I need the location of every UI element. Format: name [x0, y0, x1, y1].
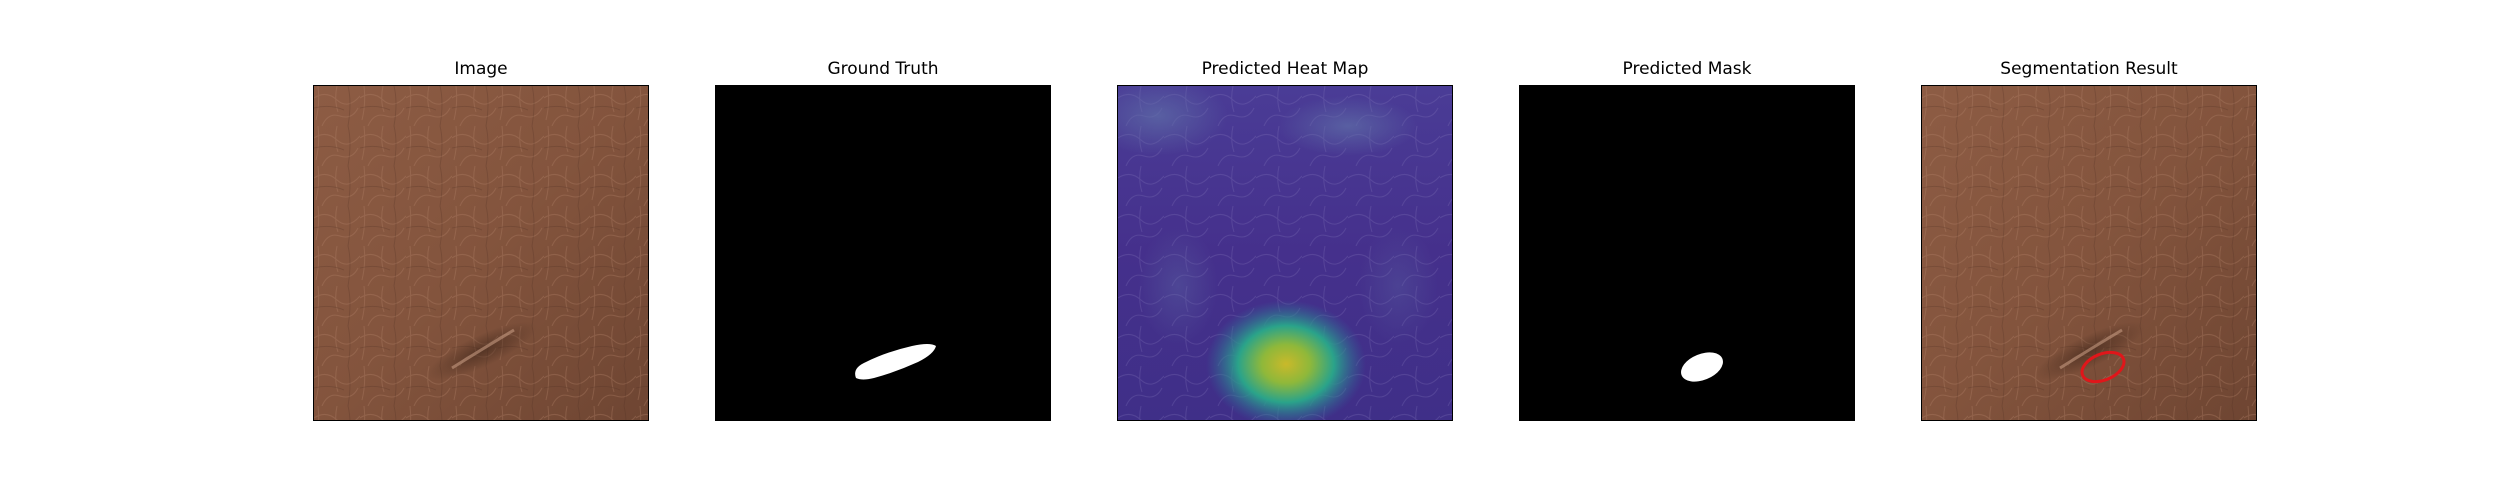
- panel-image: Image: [313, 0, 649, 500]
- predicted-mask: [1519, 85, 1855, 421]
- leather-image-graphic: [314, 86, 648, 420]
- segmentation-result-graphic: [1922, 86, 2256, 420]
- panel-title-ground-truth: Ground Truth: [827, 59, 939, 79]
- panel-title-heat-map: Predicted Heat Map: [1201, 59, 1369, 79]
- ground-truth-mask-graphic: [716, 86, 1050, 420]
- predicted-mask-graphic: [1520, 86, 1854, 420]
- leather-image: [313, 85, 649, 421]
- panel-title-predicted-mask: Predicted Mask: [1622, 59, 1752, 79]
- ground-truth-mask: [715, 85, 1051, 421]
- heat-map: [1117, 85, 1453, 421]
- panel-predicted-mask: Predicted Mask: [1519, 0, 1855, 500]
- heat-map-graphic: [1118, 86, 1452, 420]
- segmentation-result: [1921, 85, 2257, 421]
- panel-ground-truth: Ground Truth: [715, 0, 1051, 500]
- panel-heat-map: Predicted Heat Map: [1117, 0, 1453, 500]
- panel-title-image: Image: [454, 59, 508, 79]
- defect-contour: [2080, 350, 2126, 384]
- panel-title-segmentation-result: Segmentation Result: [2000, 59, 2178, 79]
- panel-segmentation-result: Segmentation Result: [1921, 0, 2257, 500]
